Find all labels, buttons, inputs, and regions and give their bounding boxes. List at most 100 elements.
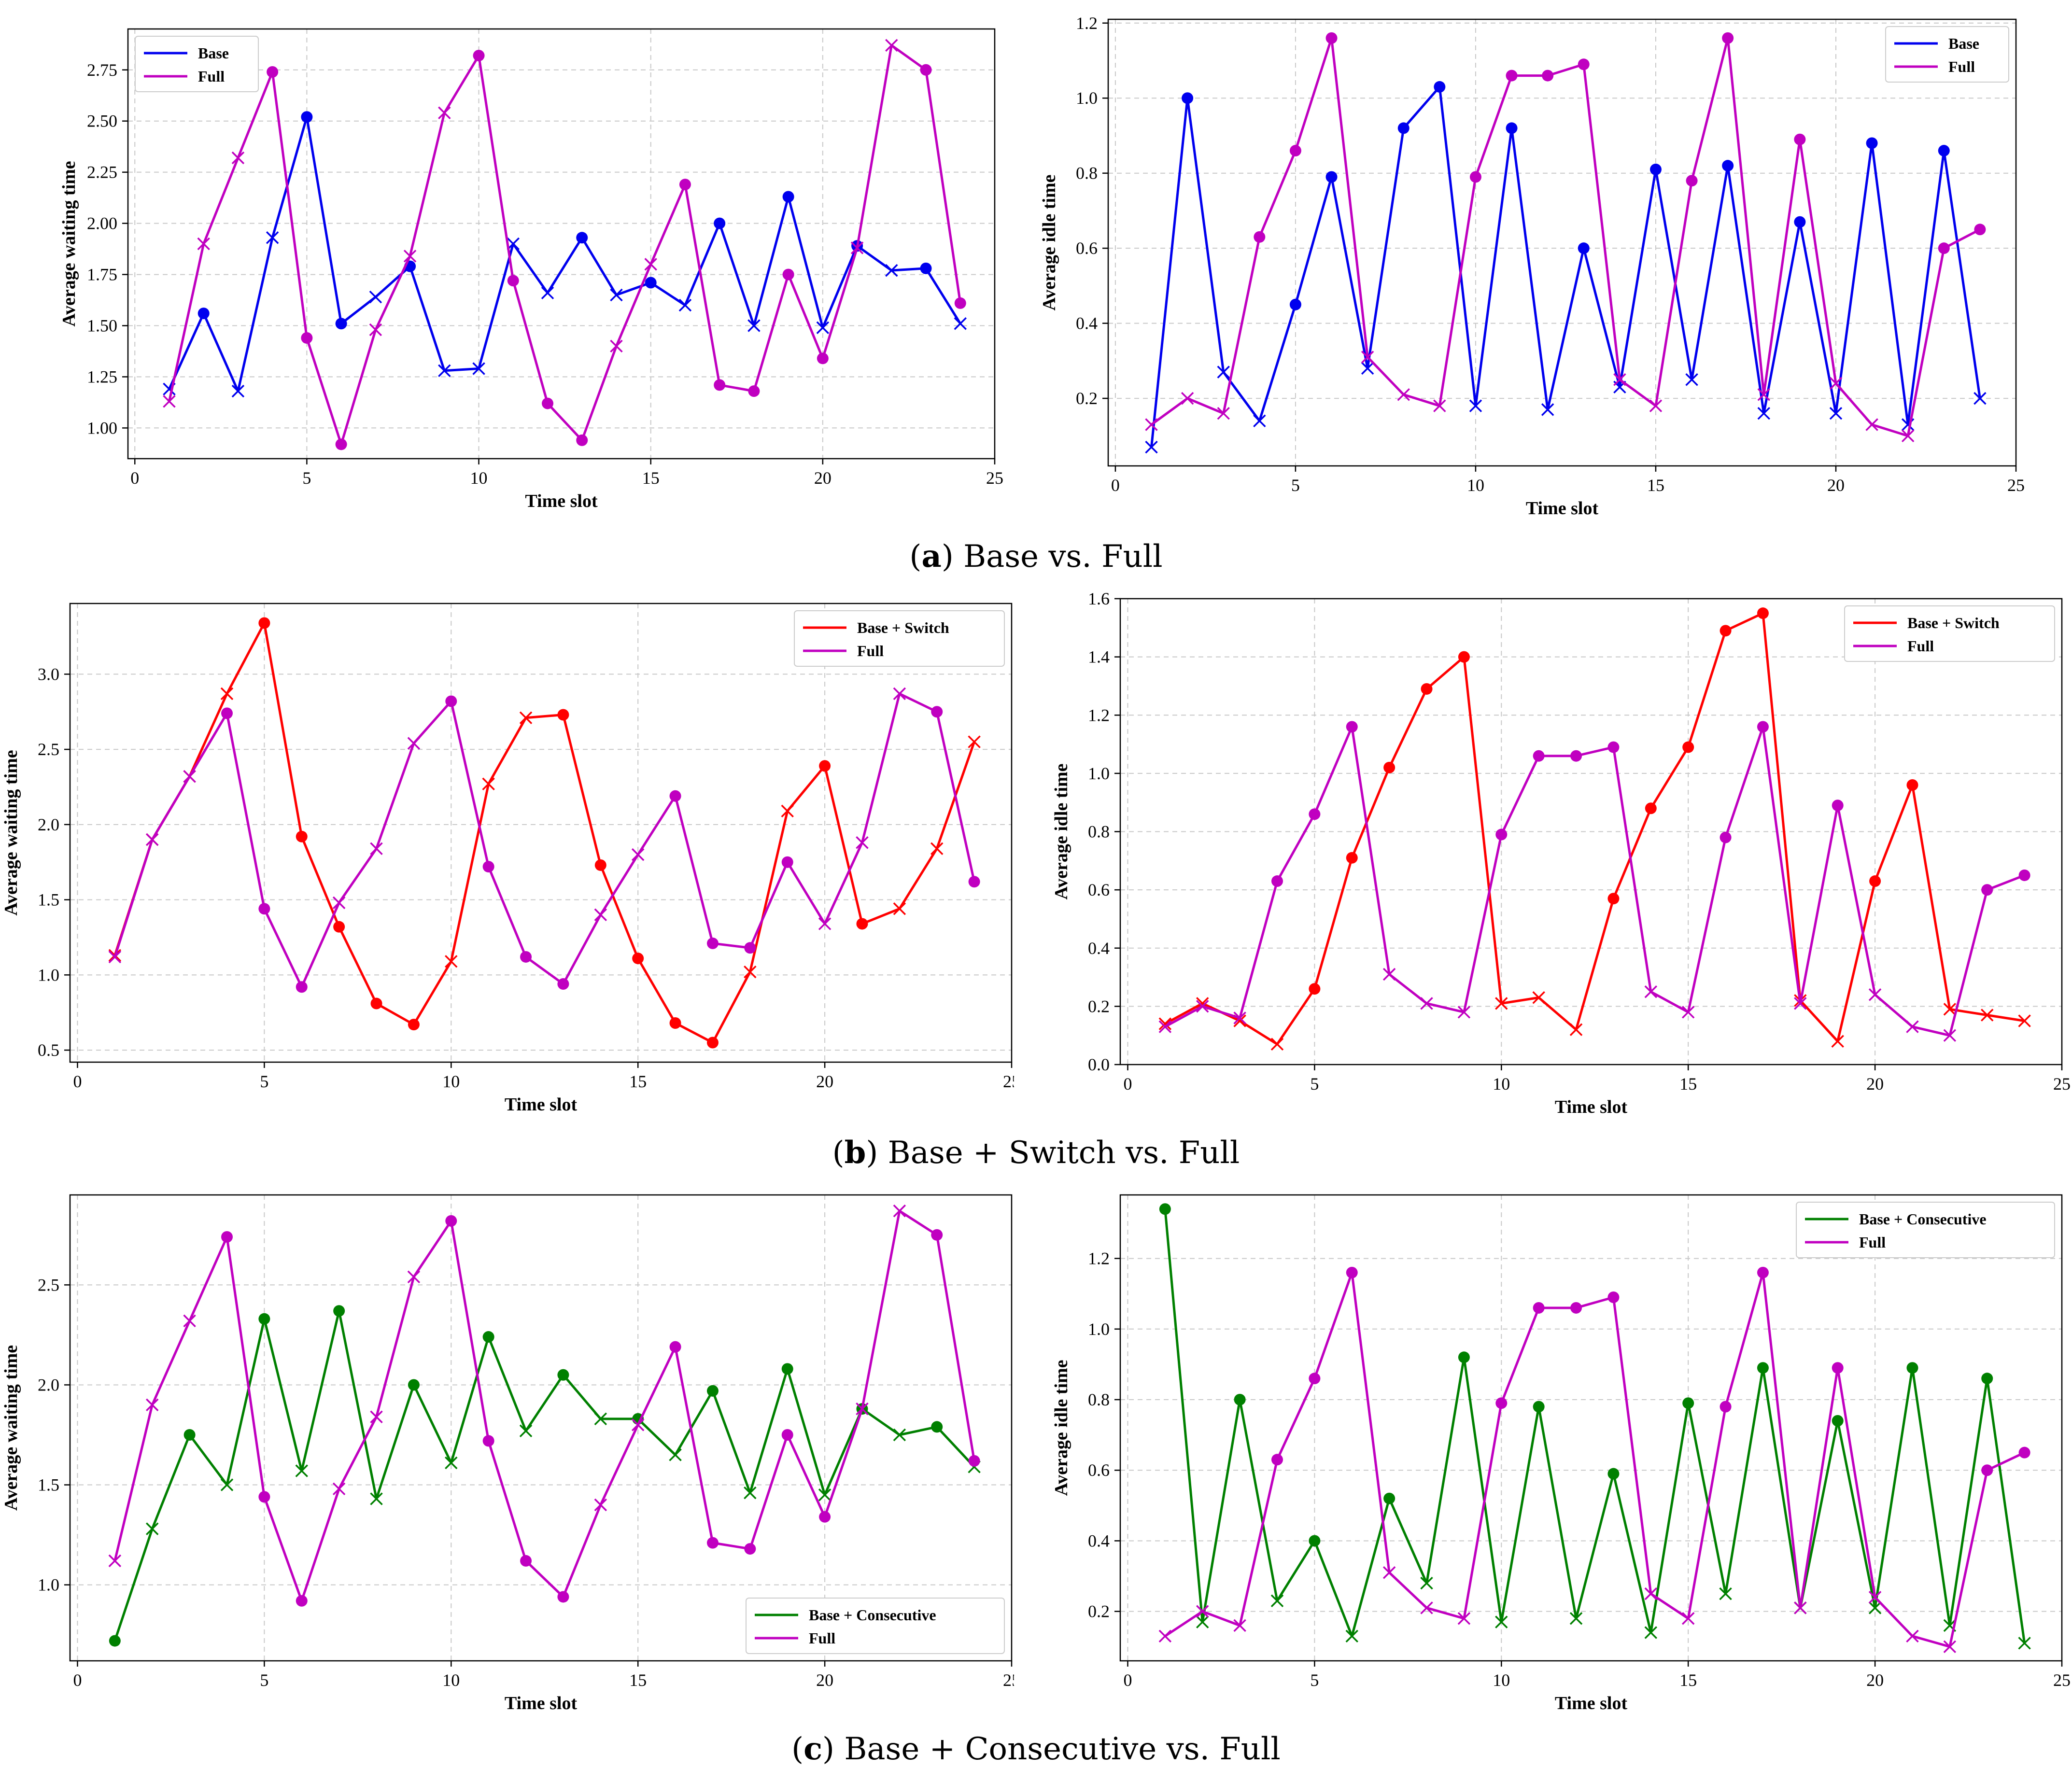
data-point bbox=[333, 1305, 345, 1317]
data-point bbox=[370, 1492, 383, 1505]
series-base bbox=[163, 111, 967, 398]
y-tick-label: 2.0 bbox=[38, 1375, 59, 1394]
data-point bbox=[146, 1398, 159, 1412]
series-line bbox=[168, 44, 962, 446]
data-point bbox=[407, 1270, 421, 1284]
data-point bbox=[1542, 70, 1554, 82]
data-point bbox=[1685, 373, 1698, 386]
data-point bbox=[221, 1231, 233, 1243]
data-point bbox=[885, 39, 898, 52]
y-tick-label: 2.25 bbox=[87, 163, 117, 182]
data-point bbox=[146, 1522, 159, 1535]
series-full bbox=[1158, 721, 2030, 1042]
data-point bbox=[1382, 1566, 1396, 1579]
data-point bbox=[445, 695, 457, 707]
caption-b-text: Base + Switch vs. Full bbox=[878, 1135, 1240, 1171]
x-tick-label: 0 bbox=[1123, 1074, 1132, 1094]
data-point bbox=[1569, 1612, 1583, 1625]
y-axis-label: Average idle time bbox=[1039, 174, 1059, 310]
data-point bbox=[258, 903, 270, 915]
data-point bbox=[1253, 414, 1266, 427]
data-point bbox=[557, 1369, 569, 1381]
data-point bbox=[408, 1379, 420, 1391]
data-point bbox=[850, 241, 864, 254]
data-point bbox=[631, 1418, 645, 1431]
legend-label: Base + Switch bbox=[857, 619, 949, 636]
data-point bbox=[1794, 133, 1806, 145]
data-point bbox=[197, 237, 210, 251]
data-point bbox=[183, 1429, 196, 1441]
data-point bbox=[1607, 1291, 1620, 1304]
x-axis-label: Time slot bbox=[525, 491, 598, 511]
data-point bbox=[747, 319, 761, 332]
data-point bbox=[146, 833, 159, 846]
data-point bbox=[1644, 1626, 1658, 1639]
x-tick-label: 10 bbox=[1493, 1670, 1510, 1690]
data-point bbox=[507, 275, 519, 287]
data-point bbox=[1506, 122, 1518, 134]
data-point bbox=[473, 50, 485, 62]
data-point bbox=[1981, 1373, 1993, 1385]
legend-label: Base + Switch bbox=[1907, 614, 2000, 631]
y-tick-label: 1.2 bbox=[1088, 1249, 1110, 1268]
y-tick-label: 2.50 bbox=[87, 112, 117, 131]
data-point bbox=[369, 323, 382, 337]
data-point bbox=[1397, 122, 1410, 134]
grid bbox=[1108, 19, 2016, 466]
data-point bbox=[931, 1229, 943, 1241]
data-point bbox=[594, 908, 607, 921]
x-axis-label: Time slot bbox=[1555, 1097, 1628, 1117]
data-point bbox=[744, 1543, 756, 1555]
data-point bbox=[1974, 224, 1986, 236]
x-tick-label: 5 bbox=[1291, 476, 1300, 495]
data-point bbox=[1382, 968, 1396, 981]
data-point bbox=[220, 1478, 234, 1491]
data-point bbox=[2018, 1637, 2031, 1650]
legend-label: Full bbox=[809, 1629, 835, 1647]
y-tick-label: 1.6 bbox=[1088, 589, 1110, 608]
data-point bbox=[1906, 1629, 1919, 1643]
data-point bbox=[1345, 1629, 1358, 1643]
data-point bbox=[817, 352, 829, 365]
data-point bbox=[856, 918, 868, 930]
data-point bbox=[1181, 392, 1194, 405]
data-point bbox=[472, 362, 485, 375]
data-point bbox=[1832, 1415, 1844, 1427]
data-point bbox=[1233, 1619, 1246, 1632]
data-point bbox=[632, 953, 644, 965]
data-point bbox=[893, 902, 906, 915]
series-base-switch bbox=[1158, 607, 2031, 1051]
data-point bbox=[576, 232, 588, 244]
data-point bbox=[714, 217, 726, 229]
chart-b-left: 0 5 10 15 20 25 0.5 1.0 1.5 2.0 2.5 3.0 Time slot Ave… bbox=[1, 603, 1014, 1115]
data-point bbox=[1196, 1605, 1209, 1618]
x-tick-label: 25 bbox=[2007, 476, 2025, 495]
data-point bbox=[1495, 828, 1508, 841]
series-base-consecutive bbox=[109, 1305, 981, 1647]
y-tick-label: 1.75 bbox=[87, 265, 117, 284]
caption-c: (c) Base + Consecutive vs. Full bbox=[791, 1731, 1281, 1767]
data-point bbox=[1681, 1006, 1695, 1019]
data-point bbox=[678, 298, 692, 312]
data-point bbox=[706, 1037, 719, 1049]
data-point bbox=[1457, 1006, 1471, 1019]
data-point bbox=[920, 262, 932, 274]
data-point bbox=[557, 1591, 569, 1603]
data-point bbox=[1938, 145, 1950, 157]
x-tick-label: 25 bbox=[1003, 1072, 1014, 1091]
legend-label: Full bbox=[857, 642, 884, 659]
data-point bbox=[408, 1019, 420, 1031]
chart-b-right: 0 5 10 15 20 25 0.0 0.2 0.4 0.6 0.8 1.0 1.2 1.4 1.6 Tim… bbox=[1051, 589, 2071, 1117]
y-tick-label: 1.0 bbox=[38, 965, 59, 984]
y-tick-label: 0.2 bbox=[1076, 389, 1098, 408]
data-point bbox=[1722, 32, 1734, 44]
legend-label: Base bbox=[198, 44, 229, 62]
legend-box bbox=[746, 1598, 1005, 1654]
data-point bbox=[1578, 242, 1590, 254]
x-tick-label: 0 bbox=[73, 1072, 82, 1091]
data-point bbox=[1943, 1029, 1957, 1042]
data-point bbox=[482, 861, 494, 873]
x-tick-label: 15 bbox=[642, 468, 660, 488]
data-point bbox=[1681, 1612, 1695, 1625]
data-point bbox=[856, 1402, 869, 1416]
